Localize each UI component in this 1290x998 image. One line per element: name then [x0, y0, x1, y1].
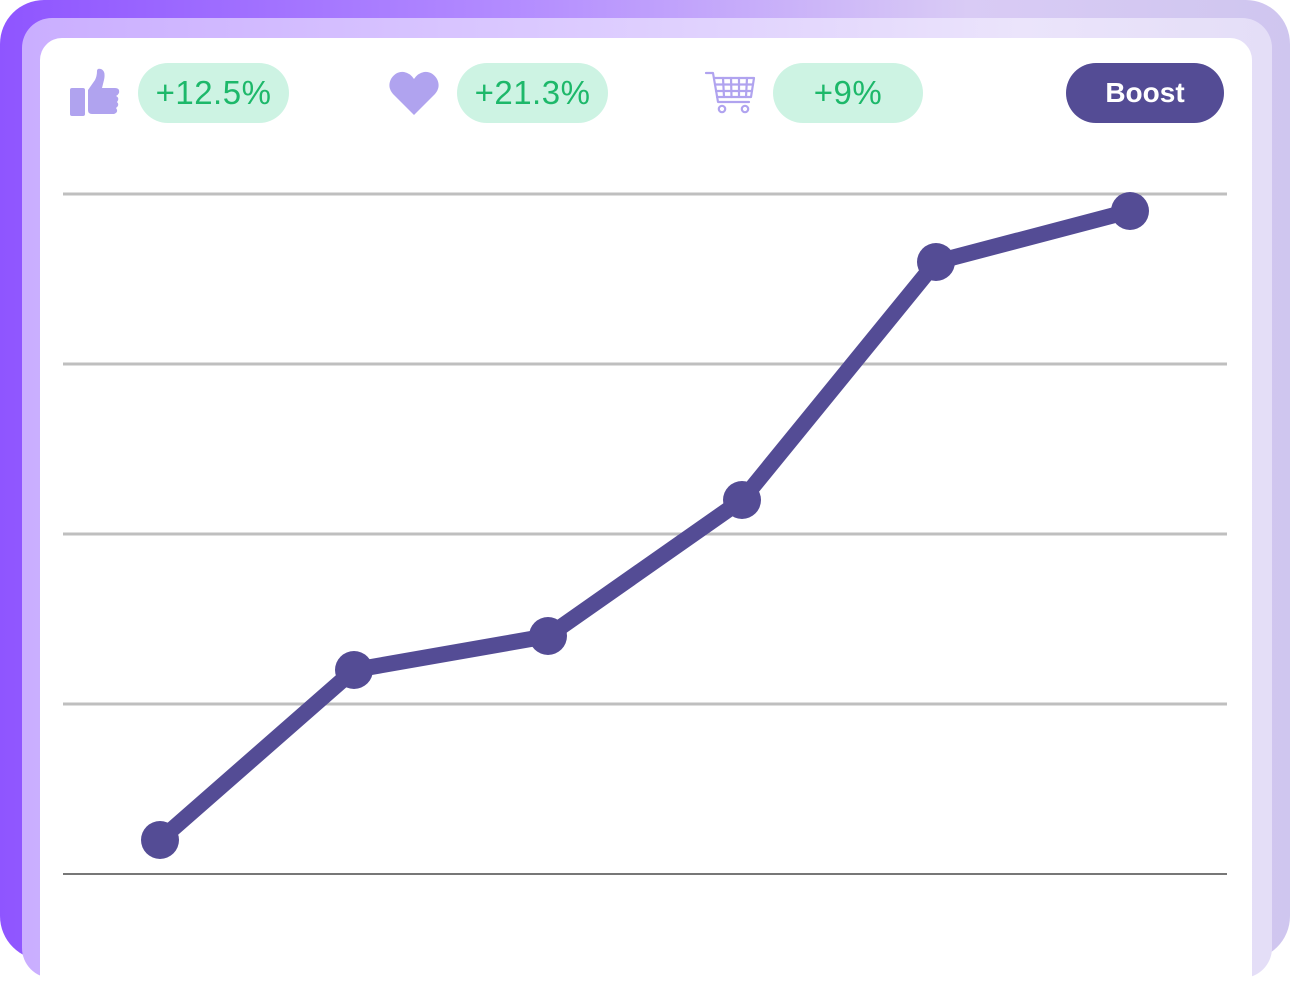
- thumbs-up-icon: [70, 68, 120, 116]
- line-chart: [63, 192, 1227, 875]
- chart-series: [141, 192, 1149, 859]
- favorites-change-badge: +21.3%: [457, 63, 608, 123]
- boost-button[interactable]: Boost: [1066, 63, 1224, 123]
- chart-grid: [63, 192, 1227, 875]
- chart-card: [40, 38, 1252, 998]
- data-point[interactable]: [1111, 192, 1149, 230]
- shopping-cart-icon: [704, 71, 756, 114]
- series-line: [152, 203, 1138, 848]
- cart-change-badge: +9%: [773, 63, 923, 123]
- data-point[interactable]: [141, 821, 179, 859]
- data-point[interactable]: [529, 617, 567, 655]
- data-point[interactable]: [723, 481, 761, 519]
- metrics-toolbar: +12.5% +21.3% +9% Boost: [0, 0, 1290, 140]
- data-point[interactable]: [335, 651, 373, 689]
- heart-icon: [389, 71, 439, 115]
- data-point[interactable]: [917, 243, 955, 281]
- likes-change-badge: +12.5%: [138, 63, 289, 123]
